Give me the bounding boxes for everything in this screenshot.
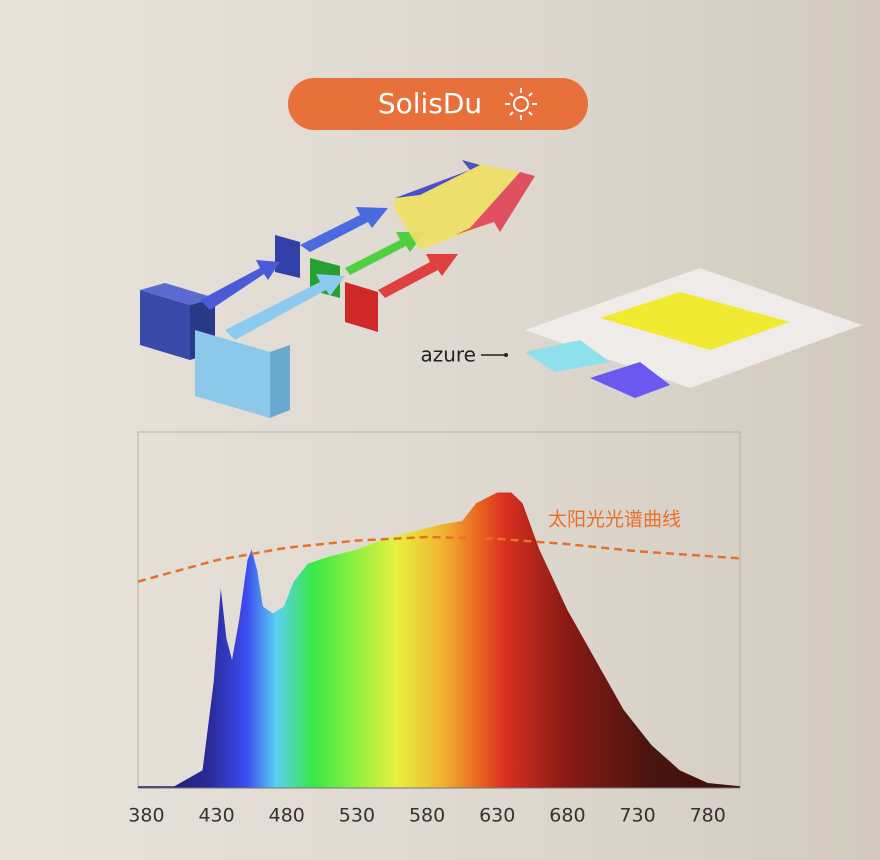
chart: 380 430 480 530 580 630 680 730 780 太阳光光谱曲线 <box>128 431 741 827</box>
x-tick-label: 630 <box>479 805 515 827</box>
illustration <box>140 160 862 418</box>
x-tick-label: 380 <box>128 805 164 827</box>
sun-curve <box>137 535 741 583</box>
x-tick-label: 780 <box>690 805 726 827</box>
x-tick-label: 730 <box>619 805 655 827</box>
illustration-label: azure <box>420 343 476 367</box>
sun-icon <box>505 88 537 120</box>
x-tick-label: 680 <box>549 805 585 827</box>
annotation: 太阳光光谱曲线 <box>548 509 681 531</box>
badge <box>288 78 588 130</box>
x-tick-label: 430 <box>198 805 234 827</box>
spectrum-area <box>138 492 740 788</box>
x-tick-label: 530 <box>339 805 375 827</box>
x-tick-label: 580 <box>409 805 445 827</box>
badge-title: SolisDu <box>378 87 482 120</box>
x-tick-label: 480 <box>269 805 305 827</box>
